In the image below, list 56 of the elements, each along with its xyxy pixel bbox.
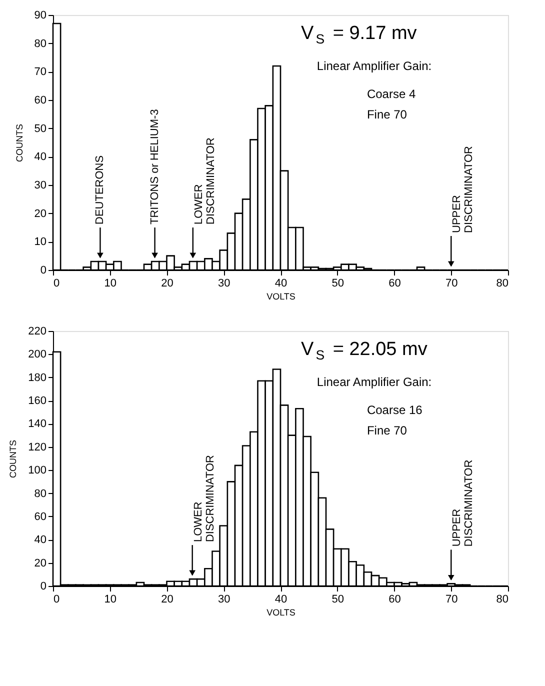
y-tick-label: 20 [34, 208, 46, 220]
y-tick-label: 180 [28, 372, 46, 384]
annotation: Fine 70 [366, 423, 408, 438]
x-tick-label: 10 [104, 594, 116, 606]
annotation: Coarse 16 [366, 403, 423, 418]
x-tick-label: 20 [161, 278, 174, 290]
x-axis-title: VOLTS [266, 608, 296, 618]
annotation: TRITONS or HELIUM-3 [148, 109, 161, 224]
y-tick-label: 0 [40, 264, 46, 276]
x-tick-label: 10 [104, 278, 116, 290]
y-tick-label: 80 [34, 38, 46, 50]
y-axis-title: COUNTS [14, 124, 24, 162]
y-tick-label: 80 [34, 488, 46, 500]
y-tick-label: 140 [28, 418, 46, 430]
annotation: DEUTERONS [94, 155, 106, 224]
y-tick-label: 20 [34, 557, 46, 570]
y-tick-label: 0 [40, 580, 46, 592]
x-tick-label: 80 [496, 278, 508, 290]
x-axis-title: VOLTS [266, 292, 296, 302]
y-tick-label: 220 [28, 326, 46, 338]
x-tick-label: 0 [54, 278, 60, 290]
y-tick-label: 70 [34, 66, 46, 78]
y-tick-label: 90 [34, 10, 46, 22]
y-axis-title: COUNTS [8, 440, 18, 478]
x-tick-label: 80 [496, 594, 508, 606]
y-tick-label: 30 [34, 180, 46, 192]
x-tick-label: 30 [218, 278, 230, 290]
y-tick-label: 40 [34, 534, 46, 546]
x-tick-label: 60 [388, 278, 401, 290]
x-tick-label: 70 [446, 594, 458, 606]
x-tick-label: 30 [218, 594, 230, 606]
x-tick-label: 40 [274, 278, 288, 290]
y-tick-label: 60 [34, 510, 46, 523]
y-tick-label: 10 [34, 236, 46, 248]
x-tick-label: 60 [388, 594, 401, 606]
annotation: Fine 70 [366, 107, 408, 122]
y-tick-label: 160 [28, 395, 46, 408]
y-tick-label: 100 [28, 464, 46, 477]
x-tick-label: 40 [274, 594, 288, 606]
x-tick-label: 20 [161, 594, 174, 606]
annotation: Linear Amplifier Gain: [316, 375, 432, 389]
x-tick-label: 0 [54, 594, 60, 606]
annotation: LOWER DISCRIMINATOR [192, 455, 216, 542]
y-tick-label: 60 [34, 94, 46, 106]
annotation: UPPER DISCRIMINATOR [451, 146, 476, 233]
annotation: Coarse 4 [366, 87, 416, 102]
y-tick-label: 120 [28, 441, 46, 454]
annotation: LOWER DISCRIMINATOR [192, 137, 217, 224]
y-tick-label: 40 [34, 151, 46, 164]
annotation: UPPER DISCRIMINATOR [451, 460, 476, 547]
annotation: Linear Amplifier Gain: [316, 59, 432, 73]
x-tick-label: 50 [332, 594, 344, 606]
y-tick-label: 200 [28, 348, 46, 361]
x-tick-label: 70 [446, 278, 458, 290]
y-tick-label: 50 [34, 122, 46, 135]
x-tick-label: 50 [332, 278, 344, 290]
